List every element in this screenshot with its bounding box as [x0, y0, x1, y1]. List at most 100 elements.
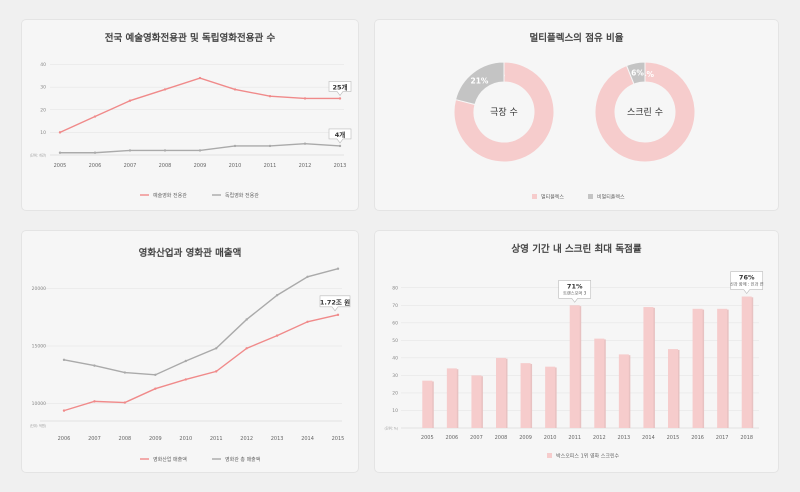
y-tick-label: 40	[40, 62, 46, 68]
donut-center-label: 스크린 수	[627, 107, 663, 118]
x-tick-label: 2011	[568, 435, 581, 441]
data-point	[338, 144, 342, 148]
callout-box	[730, 271, 764, 295]
callout-sub: 트랜스포머 3	[563, 289, 587, 296]
callout: 1.72조 원	[319, 295, 351, 312]
data-point	[306, 275, 309, 278]
legend-label: 독립영화 전용관	[225, 192, 259, 199]
bar-chart-screen-monopoly: 10 20 30 40 50 60 70 80 (단위: %) 2005 2006 2007 2008 2…	[385, 271, 764, 460]
bar	[692, 308, 703, 428]
x-tick-label: 2006	[58, 436, 71, 442]
legend-swatch	[532, 194, 537, 199]
y-tick-label: 20	[40, 107, 46, 113]
series-line-0	[59, 77, 340, 134]
x-tick-label: 2011	[210, 436, 223, 442]
callout-box	[328, 128, 352, 144]
y-tick-label: 30	[40, 85, 46, 91]
line-chart-theaters: 10 20 30 40 (단위: 개관) 2005 2006 2007 2008 2009 2010…	[30, 62, 352, 199]
data-point	[233, 144, 237, 148]
unit-label: (단위: 억원)	[30, 423, 46, 428]
data-point	[245, 318, 248, 321]
x-tick-label: 2010	[229, 163, 242, 169]
callout-box	[328, 81, 352, 96]
bar	[668, 349, 678, 428]
data-point	[184, 359, 187, 363]
data-point	[123, 401, 127, 404]
x-tick-label: 2013	[271, 436, 284, 442]
x-tick-label: 2005	[421, 435, 434, 441]
x-tick-label: 2014	[642, 435, 655, 441]
panel-theaters-count: 전국 예술영화전용관 및 독립영화전용관 수 10 20 30 40 (단위: 개관) 2…	[22, 20, 358, 210]
data-point	[62, 358, 66, 362]
y-tick-label: 70	[392, 303, 398, 309]
bar	[496, 357, 506, 428]
slice-label: 21%	[471, 76, 489, 85]
callout: 4개	[328, 128, 352, 144]
slice-label: 6%	[631, 69, 644, 78]
donut-slice	[453, 61, 555, 163]
callout-value: 1.72조 원	[320, 297, 350, 306]
data-point	[306, 320, 309, 323]
series-line-1	[63, 268, 339, 376]
chart-title: 멀티플렉스의 점유 비율	[529, 33, 624, 44]
data-point	[198, 76, 202, 80]
x-tick-label: 2012	[299, 163, 312, 169]
y-tick-label: 60	[392, 320, 398, 326]
x-tick-label: 2013	[334, 163, 347, 169]
callout-value: 4개	[335, 130, 346, 139]
bar	[471, 375, 482, 428]
callout-sub: 신과 함께 : 인과 연	[730, 281, 764, 288]
bar	[422, 380, 433, 428]
data-point	[184, 378, 187, 381]
y-tick-label: 50	[392, 338, 398, 344]
data-point	[303, 142, 307, 145]
x-tick-label: 2013	[617, 435, 630, 441]
y-tick-label: 20000	[32, 286, 46, 292]
legend-label: 영화산업 매출액	[153, 456, 187, 463]
x-tick-label: 2014	[301, 436, 314, 442]
bar	[741, 296, 752, 428]
callout-box	[558, 279, 592, 303]
bar	[594, 338, 605, 428]
callout: 76%신과 함께 : 인과 연	[730, 271, 764, 295]
x-tick-label: 2015	[667, 435, 680, 441]
x-tick-label: 2016	[691, 435, 704, 441]
data-point	[128, 99, 132, 102]
callout-value: 76%	[739, 274, 755, 282]
data-point	[338, 97, 342, 100]
data-point	[163, 88, 167, 91]
data-point	[93, 151, 97, 154]
legend-label: 예술영화 전용관	[153, 192, 187, 199]
donut-slice	[625, 61, 646, 85]
x-tick-label: 2007	[88, 436, 101, 442]
x-tick-label: 2015	[332, 436, 345, 442]
data-point	[268, 144, 272, 148]
y-tick-label: 20	[392, 390, 398, 396]
data-point	[93, 115, 97, 118]
bar	[717, 308, 728, 428]
data-point	[275, 294, 279, 297]
data-point	[93, 400, 96, 403]
donut-slice	[594, 61, 696, 163]
x-tick-label: 2006	[89, 163, 102, 169]
panel-screen-monopoly: 상영 기간 내 스크린 최대 독점률 10 20 30 40 50 60 70 80 (단위: …	[375, 231, 778, 472]
data-point	[233, 88, 237, 91]
y-tick-label: 30	[392, 373, 398, 379]
legend-swatch	[588, 194, 593, 199]
x-tick-label: 2017	[716, 435, 729, 441]
x-tick-label: 2012	[240, 436, 253, 442]
data-point	[154, 387, 157, 390]
legend-swatch	[547, 453, 552, 458]
x-tick-label: 2010	[179, 436, 192, 442]
data-point	[275, 334, 279, 337]
chart-title: 영화산업과 영화관 매출액	[138, 248, 242, 259]
data-point	[62, 409, 66, 412]
bar	[618, 354, 629, 428]
x-tick-label: 2009	[149, 436, 162, 442]
y-tick-label: 10	[40, 130, 46, 136]
x-tick-label: 2010	[544, 435, 557, 441]
data-point	[245, 347, 248, 350]
series-line-0	[63, 314, 339, 412]
panel-revenue: 영화산업과 영화관 매출액 10000 15000 20000 (단위: 억원) 200…	[22, 231, 358, 472]
